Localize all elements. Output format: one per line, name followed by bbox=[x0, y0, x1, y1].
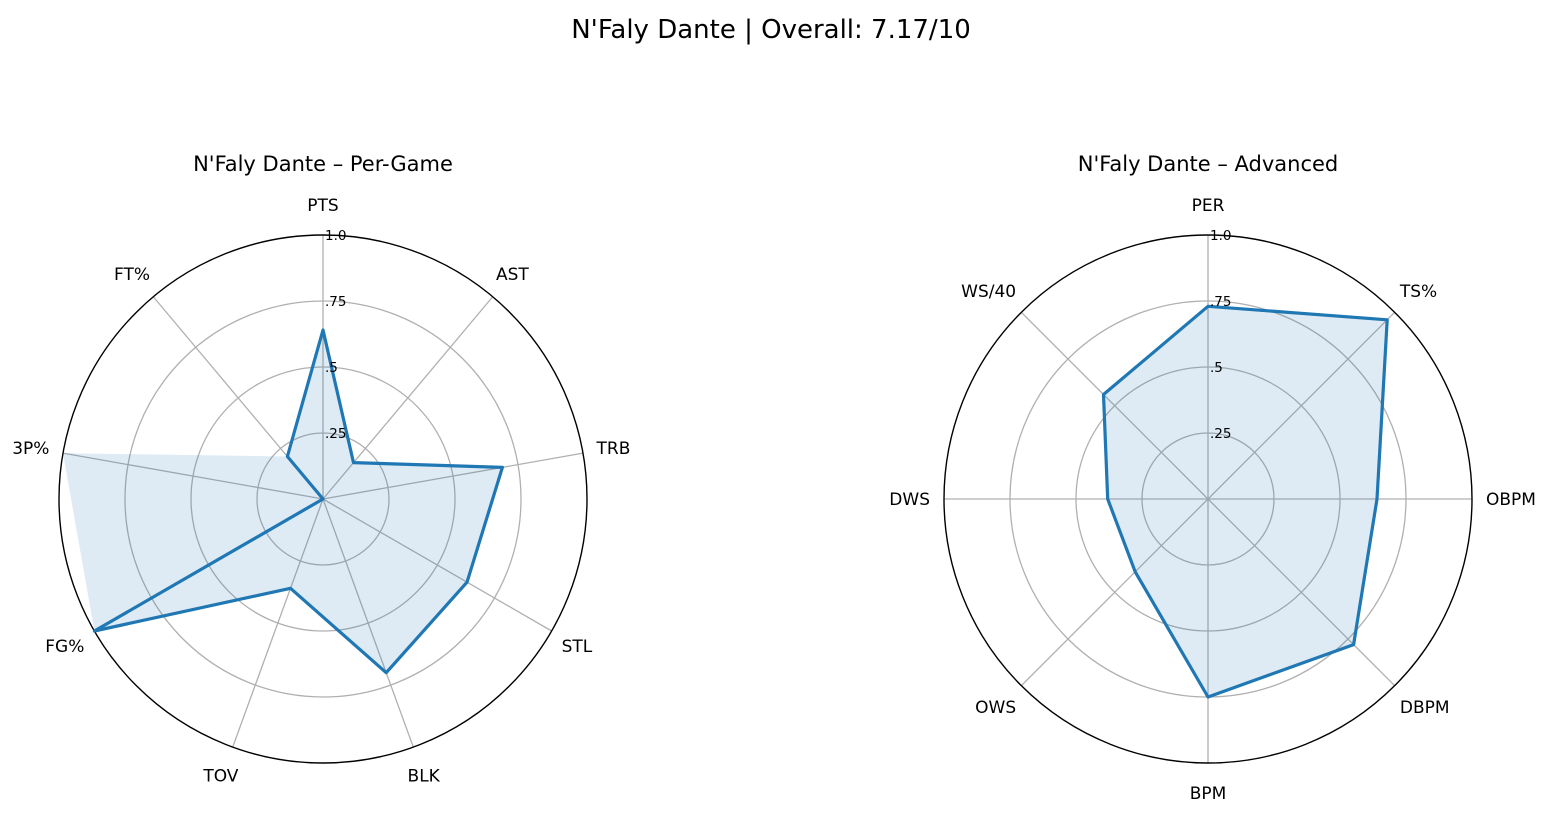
axis-label-ows: OWS bbox=[975, 698, 1016, 718]
radial-tick-label: .25 bbox=[1210, 426, 1231, 442]
axis-label-pts: PTS bbox=[307, 196, 338, 216]
spoke-stl bbox=[322, 498, 552, 632]
axis-label-trb: TRB bbox=[596, 439, 631, 459]
figure-title: N'Faly Dante | Overall: 7.17/10 bbox=[571, 15, 971, 45]
radial-tick-label: 1.0 bbox=[325, 228, 346, 244]
spoke-blk bbox=[322, 498, 414, 748]
radial-tick-label: .5 bbox=[325, 360, 338, 376]
axis-label-dbpm: DBPM bbox=[1400, 698, 1450, 718]
axis-label-ts-pct: TS% bbox=[1399, 282, 1437, 302]
radial-tick-label: .75 bbox=[325, 294, 346, 310]
radial-tick-label: .25 bbox=[325, 426, 346, 442]
spoke-ast bbox=[322, 296, 494, 500]
axis-label-ast: AST bbox=[496, 265, 529, 285]
axis-label-per: PER bbox=[1192, 196, 1225, 216]
spoke-3p-pct bbox=[62, 452, 324, 500]
polar-frame bbox=[943, 234, 1473, 764]
radial-tick-label: .75 bbox=[1210, 294, 1231, 310]
series-line bbox=[1101, 304, 1389, 699]
spoke-ts-pct bbox=[1207, 311, 1396, 500]
spoke-ows bbox=[1020, 498, 1209, 687]
axis-label-bpm: BPM bbox=[1190, 784, 1227, 804]
axis-label-tov: TOV bbox=[202, 766, 238, 786]
axis-label-dws: DWS bbox=[889, 490, 930, 510]
radar-chart-advanced: N'Faly Dante – Advanced .25 .5 .75 1.0 PER TS… bbox=[889, 152, 1536, 804]
axis-label-stl: STL bbox=[562, 637, 593, 657]
axis-label-ft-pct: FT% bbox=[114, 265, 150, 285]
chart-title-per-game: N'Faly Dante – Per-Game bbox=[193, 152, 453, 176]
radar-chart-per-game: N'Faly Dante – Per-Game .25 .5 .75 1.0 PTS AS… bbox=[12, 152, 630, 786]
spoke-trb bbox=[322, 452, 584, 500]
series-area bbox=[1103, 306, 1388, 697]
chart-title-advanced: N'Faly Dante – Advanced bbox=[1078, 152, 1339, 176]
spoke-dbpm bbox=[1207, 498, 1396, 687]
axis-label-fg-pct: FG% bbox=[45, 637, 84, 657]
axis-label-obpm: OBPM bbox=[1486, 490, 1536, 510]
polar-frame bbox=[58, 234, 588, 764]
radial-tick-label: 1.0 bbox=[1210, 228, 1231, 244]
spoke-tov bbox=[232, 498, 324, 748]
radial-tick-label: .5 bbox=[1210, 360, 1223, 376]
series-line bbox=[92, 328, 504, 675]
spoke-ws-40 bbox=[1020, 311, 1209, 500]
axis-label-ws-40: WS/40 bbox=[961, 282, 1016, 302]
axis-label-blk: BLK bbox=[408, 766, 441, 786]
series-area bbox=[63, 330, 503, 673]
axis-label-3p-pct: 3P% bbox=[12, 439, 49, 459]
